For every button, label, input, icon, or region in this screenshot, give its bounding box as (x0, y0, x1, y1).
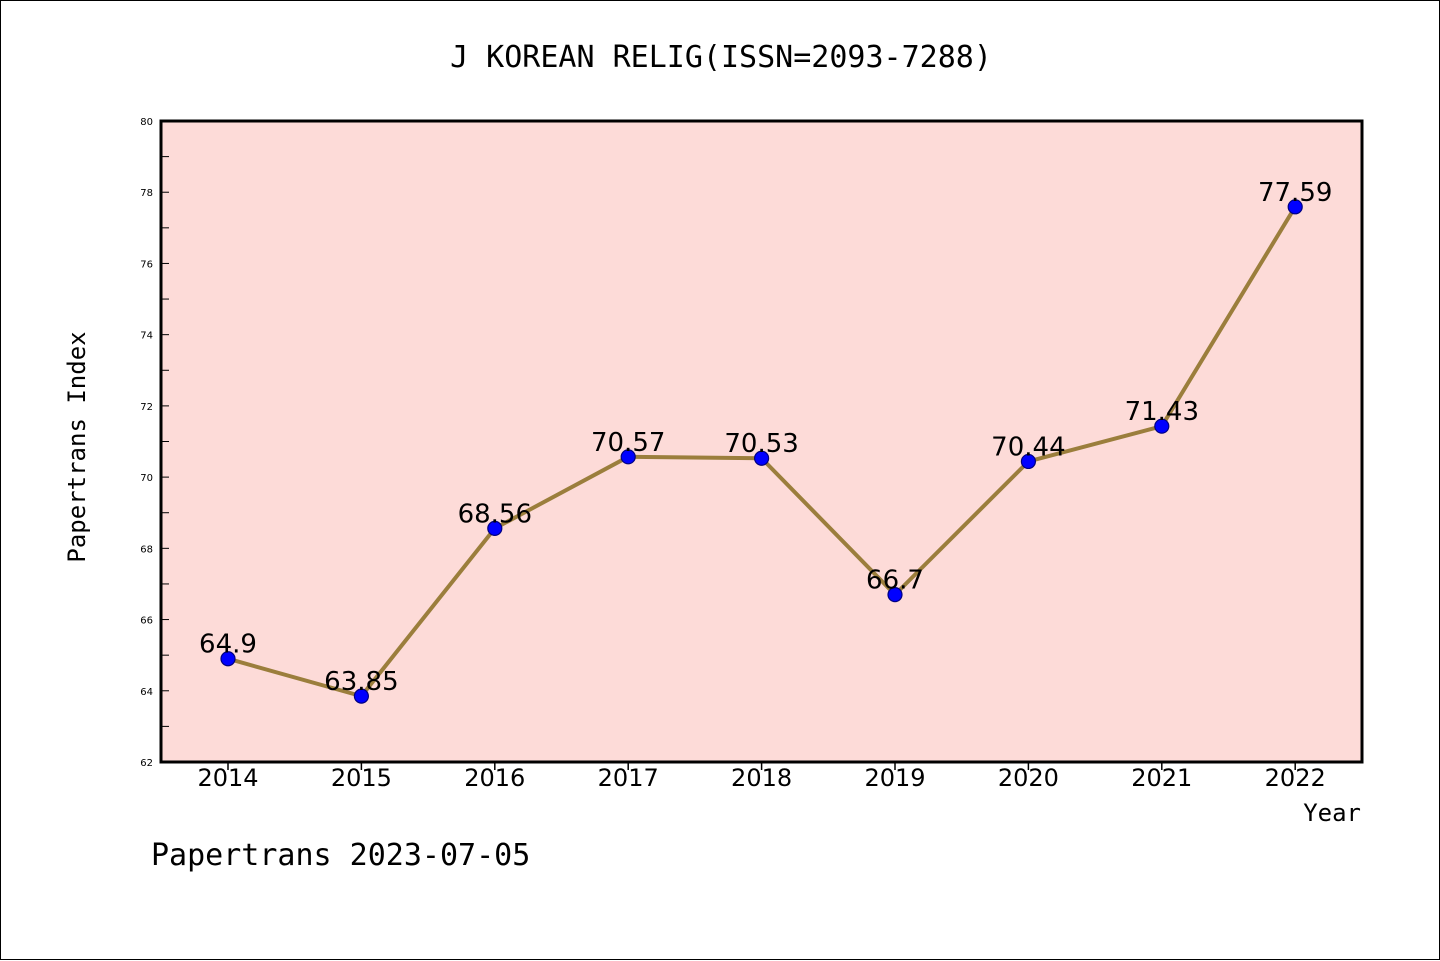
y-axis-label: Papertrans Index (63, 331, 91, 562)
x-axis-label: Year (1303, 799, 1361, 827)
y-tick-label: 72 (140, 402, 153, 413)
data-point (1287, 199, 1303, 215)
x-tick-label: 2021 (1131, 764, 1192, 792)
footer-credit: Papertrans 2023-07-05 (151, 838, 530, 873)
y-tick-label: 70 (140, 473, 153, 484)
y-tick-label: 76 (140, 259, 153, 270)
x-tick-label: 2017 (598, 764, 659, 792)
y-tick-label: 80 (140, 117, 153, 128)
y-tick-label: 78 (140, 188, 153, 199)
data-point (353, 688, 369, 704)
data-point (1020, 453, 1037, 470)
data-point (753, 450, 770, 466)
x-tick-label: 2016 (464, 764, 525, 792)
data-label: 71.43 (1125, 397, 1199, 427)
y-tick-label: 62 (140, 758, 153, 769)
data-point (887, 587, 903, 603)
data-point (620, 449, 636, 465)
x-tick-label: 2019 (864, 764, 925, 792)
data-label: 63.85 (324, 667, 398, 697)
data-point (487, 520, 503, 536)
chart-title: J KOREAN RELIG(ISSN=2093-7288) (450, 40, 992, 75)
data-label: 66.7 (866, 566, 924, 596)
data-label: 70.57 (591, 428, 665, 458)
x-tick-label: 2014 (197, 764, 258, 792)
series-layer: 64.9 63.85 68.56 70.57 70.53 66.7 70.44 71.43 77… (199, 178, 1332, 704)
data-label: 70.44 (991, 432, 1065, 462)
data-point (1154, 418, 1170, 434)
data-label: 77.59 (1258, 178, 1332, 208)
y-axis-ticks: 62 64 66 68 70 72 74 76 78 80 (140, 117, 169, 769)
data-label: 64.9 (199, 630, 257, 660)
data-label: 70.53 (724, 429, 798, 459)
plot-area (159, 119, 1364, 764)
x-tick-label: 2015 (331, 764, 392, 792)
y-tick-label: 64 (140, 687, 153, 698)
y-tick-label: 68 (140, 544, 153, 555)
x-tick-label: 2020 (998, 764, 1059, 792)
x-axis-ticks: 2014 2015 2016 2017 2018 2019 2020 2021 2022 (197, 762, 1326, 792)
data-label: 68.56 (458, 499, 532, 529)
x-tick-label: 2018 (731, 764, 792, 792)
x-tick-label: 2022 (1265, 764, 1326, 792)
y-tick-label: 74 (140, 331, 153, 342)
y-tick-label: 66 (140, 616, 153, 627)
data-point (220, 651, 236, 667)
